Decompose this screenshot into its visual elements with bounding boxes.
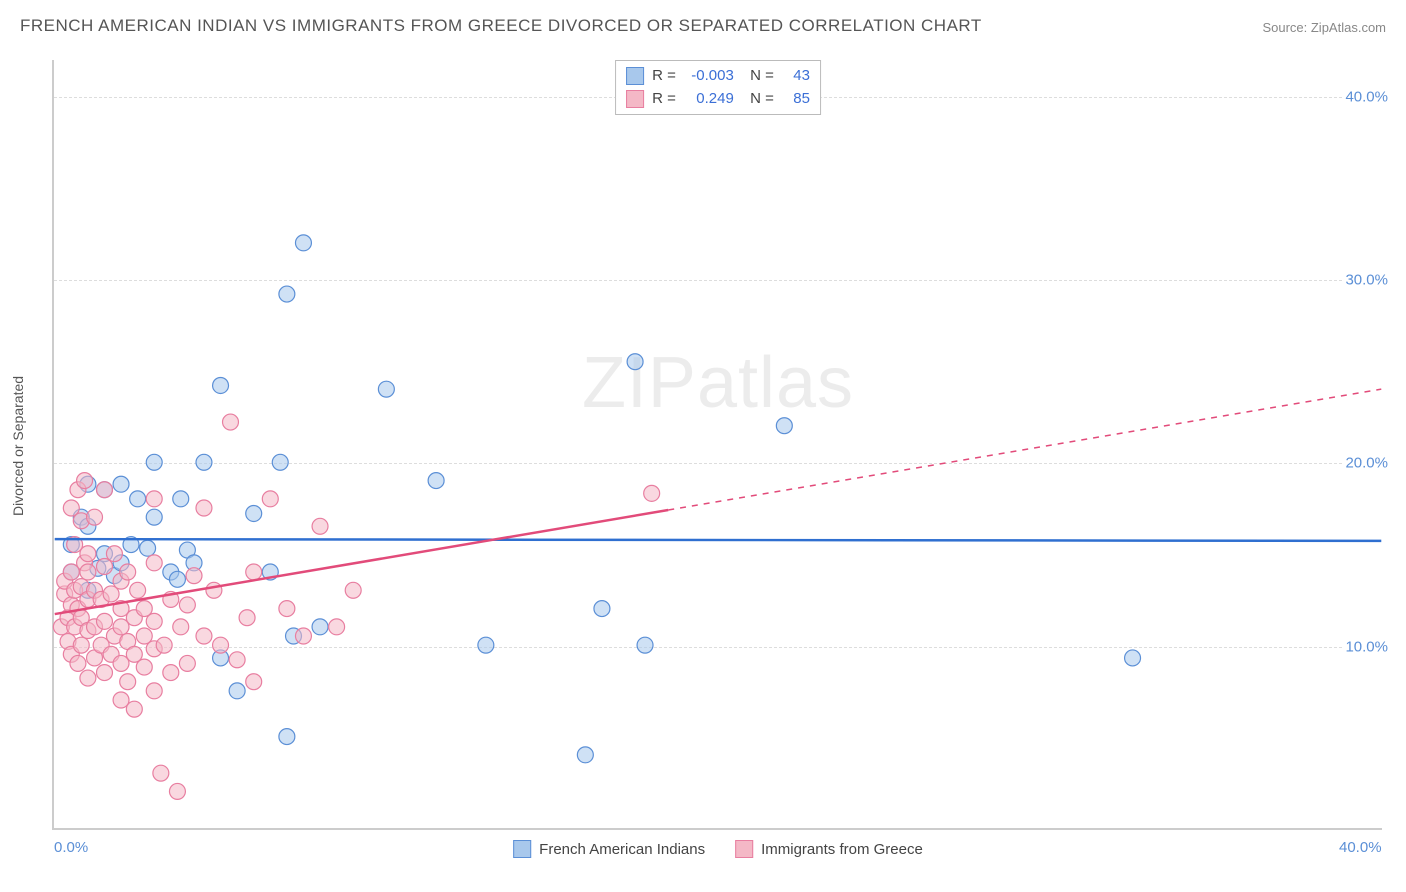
stat-n-label: N = <box>742 65 774 88</box>
data-point <box>246 564 262 580</box>
data-point <box>163 665 179 681</box>
data-point <box>223 414 239 430</box>
data-point <box>213 378 229 394</box>
data-point <box>206 582 222 598</box>
stats-row-pink: R = 0.249 N = 85 <box>626 88 810 111</box>
stat-n-value-pink: 85 <box>782 88 810 111</box>
data-point <box>1125 650 1141 666</box>
data-point <box>295 235 311 251</box>
trend-line <box>55 539 1382 541</box>
chart-area: ZIPatlas R = -0.003 N = 43 R = 0.249 N =… <box>52 60 1382 830</box>
data-point <box>146 509 162 525</box>
data-point <box>80 670 96 686</box>
data-point <box>378 381 394 397</box>
data-point <box>173 619 189 635</box>
legend-item-blue: French American Indians <box>513 840 705 858</box>
stat-r-label: R = <box>652 88 676 111</box>
stat-n-label: N = <box>742 88 774 111</box>
data-point <box>130 582 146 598</box>
data-point <box>136 659 152 675</box>
data-point <box>126 701 142 717</box>
data-point <box>80 564 96 580</box>
trend-line-extrapolated <box>668 389 1381 510</box>
data-point <box>146 613 162 629</box>
data-point <box>246 506 262 522</box>
data-point <box>140 540 156 556</box>
stat-n-value-blue: 43 <box>782 65 810 88</box>
stats-legend: R = -0.003 N = 43 R = 0.249 N = 85 <box>615 60 821 115</box>
data-point <box>80 546 96 562</box>
data-point <box>594 601 610 617</box>
chart-title: FRENCH AMERICAN INDIAN VS IMMIGRANTS FRO… <box>20 16 982 36</box>
source-label: Source: ZipAtlas.com <box>1262 20 1386 35</box>
data-point <box>73 637 89 653</box>
data-point <box>146 555 162 571</box>
data-point <box>179 597 195 613</box>
series-legend: French American Indians Immigrants from … <box>513 840 923 858</box>
swatch-blue-icon <box>626 67 644 85</box>
stat-r-label: R = <box>652 65 676 88</box>
data-point <box>644 485 660 501</box>
data-point <box>96 482 112 498</box>
data-point <box>239 610 255 626</box>
data-point <box>96 665 112 681</box>
data-point <box>96 613 112 629</box>
data-point <box>229 652 245 668</box>
data-point <box>279 286 295 302</box>
stats-row-blue: R = -0.003 N = 43 <box>626 65 810 88</box>
data-point <box>130 491 146 507</box>
data-point <box>345 582 361 598</box>
legend-label-blue: French American Indians <box>539 841 705 858</box>
data-point <box>196 454 212 470</box>
data-point <box>577 747 593 763</box>
y-axis-label: Divorced or Separated <box>10 376 26 516</box>
data-point <box>229 683 245 699</box>
data-point <box>146 491 162 507</box>
data-point <box>173 491 189 507</box>
data-point <box>186 568 202 584</box>
data-point <box>179 655 195 671</box>
data-point <box>169 571 185 587</box>
data-point <box>312 619 328 635</box>
data-point <box>279 601 295 617</box>
data-point <box>312 518 328 534</box>
data-point <box>106 546 122 562</box>
data-point <box>120 564 136 580</box>
data-point <box>87 509 103 525</box>
stat-r-value-pink: 0.249 <box>684 88 734 111</box>
data-point <box>246 674 262 690</box>
data-point <box>156 637 172 653</box>
legend-item-pink: Immigrants from Greece <box>735 840 923 858</box>
data-point <box>153 765 169 781</box>
scatter-plot <box>54 60 1382 828</box>
data-point <box>295 628 311 644</box>
stat-r-value-blue: -0.003 <box>684 65 734 88</box>
data-point <box>262 491 278 507</box>
xtick-label: 0.0% <box>54 839 88 856</box>
data-point <box>776 418 792 434</box>
data-point <box>637 637 653 653</box>
legend-label-pink: Immigrants from Greece <box>761 841 923 858</box>
data-point <box>70 655 86 671</box>
data-point <box>120 674 136 690</box>
data-point <box>627 354 643 370</box>
data-point <box>329 619 345 635</box>
data-point <box>196 628 212 644</box>
swatch-pink-icon <box>626 90 644 108</box>
data-point <box>169 783 185 799</box>
data-point <box>272 454 288 470</box>
data-point <box>146 454 162 470</box>
xtick-label: 40.0% <box>1339 839 1382 856</box>
legend-swatch-pink-icon <box>735 840 753 858</box>
data-point <box>146 683 162 699</box>
data-point <box>478 637 494 653</box>
data-point <box>213 637 229 653</box>
data-point <box>113 476 129 492</box>
data-point <box>279 729 295 745</box>
data-point <box>196 500 212 516</box>
legend-swatch-blue-icon <box>513 840 531 858</box>
data-point <box>77 473 93 489</box>
data-point <box>428 473 444 489</box>
